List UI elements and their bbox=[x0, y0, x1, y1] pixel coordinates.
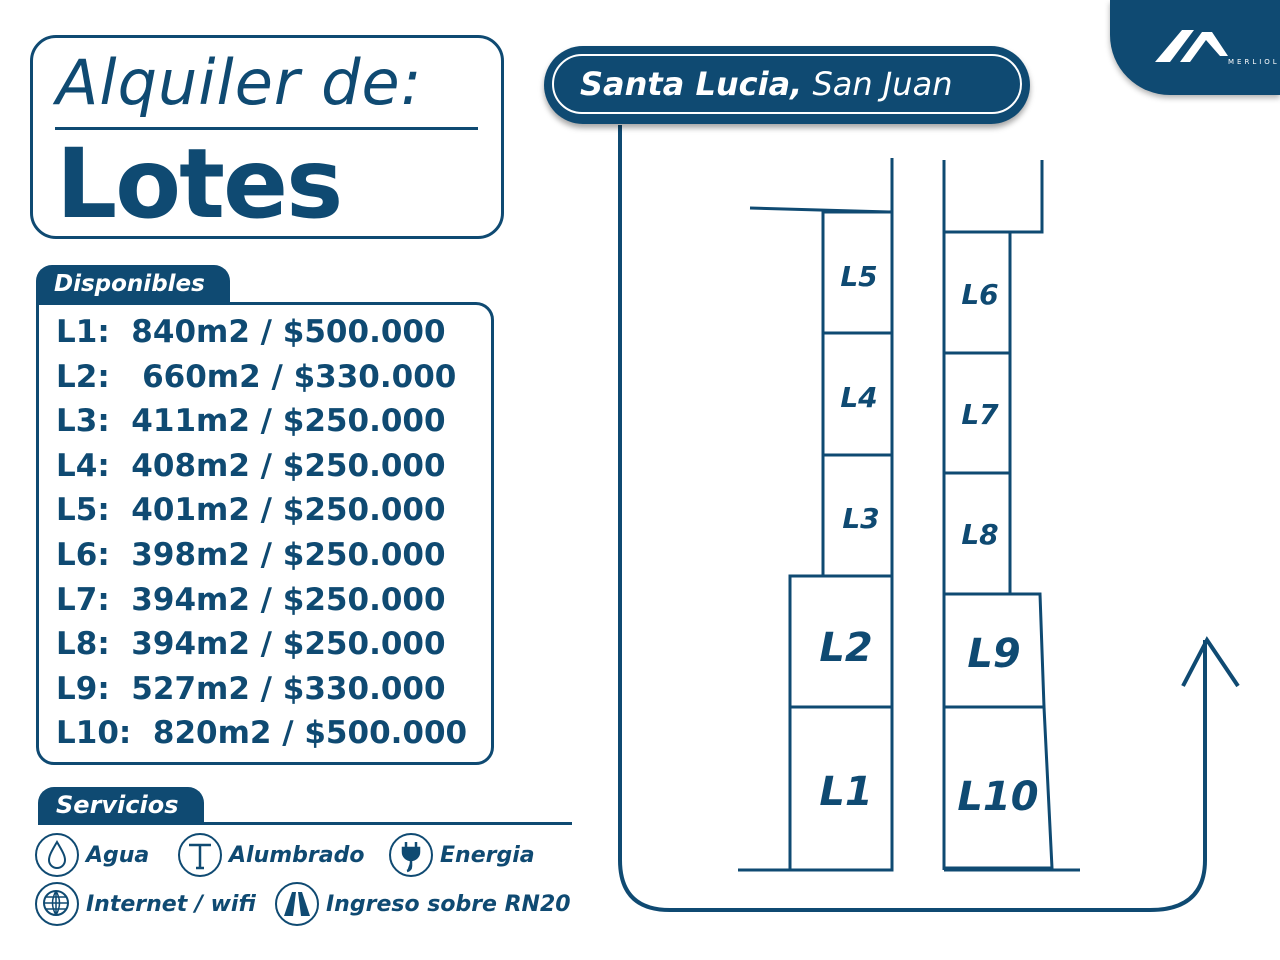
lot-row: L2: 660m2 / $330.000 bbox=[56, 358, 457, 395]
lot-row: L1: 840m2 / $500.000 bbox=[56, 314, 446, 350]
lot-row: L8: 394m2 / $250.000 bbox=[56, 626, 446, 663]
title-divider bbox=[55, 127, 478, 130]
service-label: Alumbrado bbox=[229, 842, 365, 868]
lot-label: L6 bbox=[961, 278, 998, 311]
location-pill bbox=[544, 46, 1030, 124]
service-item: Ingreso sobre RN20 bbox=[274, 881, 571, 927]
lot-row: L4: 408m2 / $250.000 bbox=[56, 447, 446, 484]
lot-label: L10 bbox=[957, 774, 1038, 820]
service-label: Agua bbox=[86, 842, 150, 868]
street-light-icon bbox=[178, 833, 222, 877]
lot-list: L1: 840m2 / $500.000 L2: 660m2 / $330.00… bbox=[56, 310, 467, 756]
available-box bbox=[36, 302, 494, 765]
lot-row: L5: 401m2 / $250.000 bbox=[56, 492, 446, 529]
lot-label: L1 bbox=[819, 769, 872, 815]
lot-label: L3 bbox=[842, 502, 879, 535]
logo: MERLIOLI bbox=[1110, 0, 1280, 95]
lot-row: L9: 527m2 / $330.000 bbox=[56, 670, 446, 707]
services-divider bbox=[38, 822, 572, 825]
lot-label: L4 bbox=[840, 381, 877, 414]
service-item: Agua bbox=[34, 832, 149, 878]
road-icon bbox=[275, 882, 319, 926]
right-block bbox=[942, 160, 1080, 872]
lot-label: L7 bbox=[961, 398, 999, 431]
location-place: Santa Lucia, bbox=[580, 65, 803, 103]
service-label: Internet / wifi bbox=[86, 891, 256, 917]
globe-icon bbox=[35, 882, 79, 926]
title-main: Lotes bbox=[56, 128, 343, 240]
lot-row: L7: 394m2 / $250.000 bbox=[56, 581, 446, 618]
power-plug-icon bbox=[389, 833, 433, 877]
access-road bbox=[618, 125, 1207, 912]
lot-row: L10: 820m2 / $500.000 bbox=[56, 715, 468, 752]
svg-text:MERLIOLI: MERLIOLI bbox=[1228, 58, 1280, 66]
title-box bbox=[30, 35, 504, 239]
lot-label: L5 bbox=[840, 260, 877, 293]
lot-row: L3: 411m2 / $250.000 bbox=[56, 403, 446, 440]
service-item: Energia bbox=[388, 832, 535, 878]
water-drop-icon bbox=[35, 833, 79, 877]
service-label: Ingreso sobre RN20 bbox=[326, 891, 571, 917]
title-top: Alquiler de: bbox=[56, 46, 423, 119]
lot-label: L9 bbox=[967, 631, 1020, 677]
location-province: San Juan bbox=[812, 65, 953, 103]
lot-L10[interactable] bbox=[942, 705, 1054, 870]
service-label: Energia bbox=[440, 842, 535, 868]
services-tab: Servicios bbox=[38, 787, 204, 824]
lot-label: L2 bbox=[819, 625, 872, 671]
service-item: Alumbrado bbox=[177, 832, 364, 878]
available-tab: Disponibles bbox=[36, 265, 230, 303]
lot-L1[interactable] bbox=[788, 705, 894, 872]
logo-mark-icon: MERLIOLI bbox=[1155, 30, 1280, 66]
arrow-icon bbox=[1181, 636, 1240, 688]
location-label: Santa Lucia, San Juan bbox=[552, 54, 1022, 114]
service-item: Internet / wifi bbox=[34, 881, 256, 927]
lot-label: L8 bbox=[961, 518, 998, 551]
lot-row: L6: 398m2 / $250.000 bbox=[56, 536, 446, 573]
